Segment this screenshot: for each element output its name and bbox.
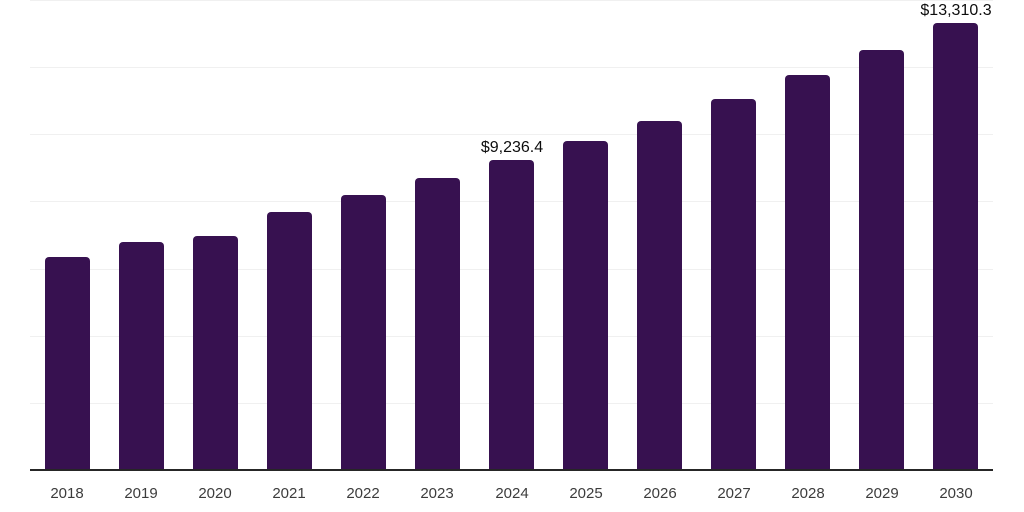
x-axis-label-2023: 2023 — [420, 485, 454, 502]
bar-2027 — [711, 99, 756, 470]
x-axis-label-2020: 2020 — [198, 485, 232, 502]
bar-2026 — [637, 121, 682, 470]
bar-2028 — [785, 75, 830, 470]
bar-2024 — [489, 160, 534, 470]
x-axis-label-2030: 2030 — [939, 485, 973, 502]
bar-2018 — [45, 257, 90, 470]
x-axis-label-2025: 2025 — [569, 485, 603, 502]
x-axis-label-2026: 2026 — [643, 485, 677, 502]
value-label-2030: $13,310.3 — [920, 2, 992, 19]
bar-2025 — [563, 141, 608, 470]
gridline — [30, 0, 993, 1]
bar-2030 — [933, 23, 978, 470]
bar-2021 — [267, 212, 312, 471]
x-axis-label-2027: 2027 — [717, 485, 751, 502]
bar-2023 — [415, 178, 460, 470]
x-axis-label-2028: 2028 — [791, 485, 825, 502]
value-label-2024: $9,236.4 — [480, 139, 544, 156]
gridline — [30, 67, 993, 68]
x-axis-label-2018: 2018 — [50, 485, 84, 502]
bar-2020 — [193, 236, 238, 470]
bar-2019 — [119, 242, 164, 470]
x-axis-line — [30, 469, 993, 471]
x-axis-label-2022: 2022 — [346, 485, 380, 502]
gridline — [30, 134, 993, 135]
x-axis-label-2024: 2024 — [495, 485, 529, 502]
bar-2022 — [341, 195, 386, 470]
x-axis-label-2019: 2019 — [124, 485, 158, 502]
x-axis-label-2021: 2021 — [272, 485, 306, 502]
bar-2029 — [859, 50, 904, 470]
x-axis-label-2029: 2029 — [865, 485, 899, 502]
